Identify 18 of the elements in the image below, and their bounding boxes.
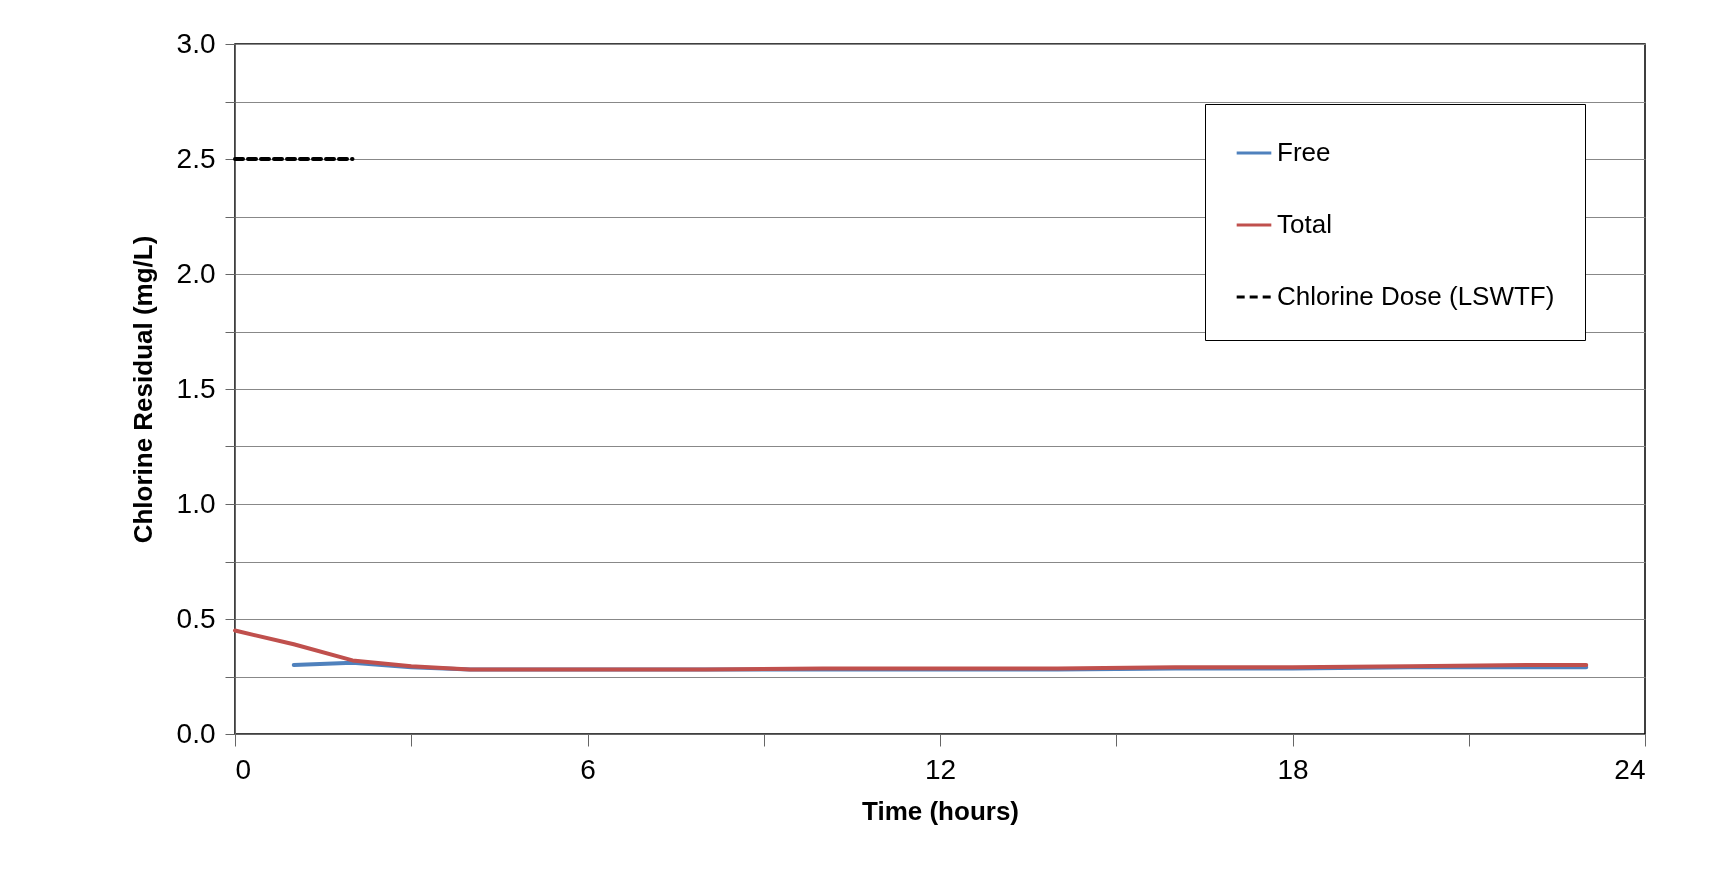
x-tick-label: 18 (1277, 753, 1309, 785)
legend-label: Free (1277, 137, 1331, 167)
y-tick-label: 0.5 (176, 602, 216, 634)
x-tick-label: 6 (580, 753, 596, 785)
line-series (233, 628, 1589, 672)
y-tick-label: 2.5 (176, 142, 216, 174)
text: 2.0 (176, 257, 216, 289)
text: 3.0 (176, 27, 216, 59)
x-tick-label: 24 (1614, 753, 1646, 785)
legend-label: Total (1277, 209, 1332, 239)
x-axis-title: Time (hours) (862, 795, 1019, 826)
x-tick-label: 12 (924, 753, 957, 785)
text: 0.0 (176, 717, 216, 749)
legend-label: Chlorine Dose (LSWTF) (1277, 281, 1555, 311)
y-tick-label: 1.5 (176, 372, 216, 404)
y-axis-title: Chlorine Residual (mg/L) (127, 235, 158, 544)
text: 1.0 (176, 487, 216, 519)
x-tick-label: 0 (235, 753, 252, 785)
